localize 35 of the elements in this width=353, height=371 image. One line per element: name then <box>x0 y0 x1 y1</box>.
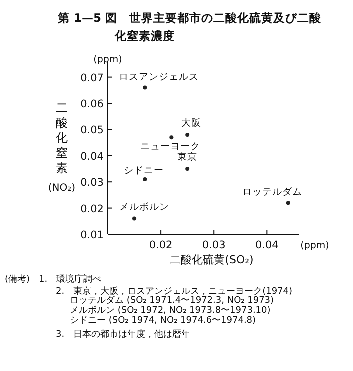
x-axis-title: 二酸化硫黄(SO₂) <box>170 254 254 266</box>
y-axis-title: 二酸化窒素(NO₂) <box>48 101 76 194</box>
y-tick-label: 0.02 <box>80 203 104 216</box>
point <box>132 216 137 221</box>
text: (ppm) <box>300 240 330 252</box>
y-tick-label: 0.01 <box>80 230 104 242</box>
annotation: メルボルン <box>120 202 170 213</box>
y-tick-label: 0.07 <box>80 72 104 84</box>
point <box>170 136 174 140</box>
text: 2. 東京，大阪，ロスアンジェルス，ニューヨーク(1974) <box>56 286 293 297</box>
x-tick-label: 0.04 <box>255 240 280 252</box>
x-tick-label: 0.03 <box>202 240 226 252</box>
text: メルボルン (SO₂ 1972, NO₂ 1973.8〜1973.10) <box>70 305 271 316</box>
y-tick-label: 0.05 <box>80 124 104 137</box>
text: (備考) 1. 環境庁調べ <box>5 274 102 285</box>
chart-title: 第 1—5 図 世界主要都市の二酸化硫黄及び二酸化窒素濃度 <box>57 11 323 43</box>
x-tick-label: 0.02 <box>149 240 173 252</box>
point <box>186 132 190 137</box>
y-tick-label: 0.06 <box>80 98 104 111</box>
point <box>143 177 148 182</box>
annotation: (ppm) <box>94 54 122 66</box>
text: シドニー (SO₂ 1974, NO₂ 1974.6〜1974.8) <box>70 316 256 326</box>
annotation: 東京 <box>178 151 198 164</box>
point <box>286 201 290 206</box>
annotation: シドニー <box>124 165 164 176</box>
text: ロッテルダム (SO₂ 1971.4〜1972.3, NO₂ 1973) <box>70 295 274 306</box>
y-tick-label: 0.04 <box>80 150 104 163</box>
text: 3. 日本の都市は年度，他は暦年 <box>56 329 191 340</box>
point <box>186 167 190 172</box>
annotation: 大阪 <box>182 116 202 129</box>
annotation: ロッテルダム <box>242 186 302 198</box>
annotation: ニューヨーク <box>140 142 201 153</box>
point <box>143 86 148 90</box>
annotation: ロスアンジェルス <box>119 72 200 83</box>
y-tick-label: 0.03 <box>80 177 104 190</box>
